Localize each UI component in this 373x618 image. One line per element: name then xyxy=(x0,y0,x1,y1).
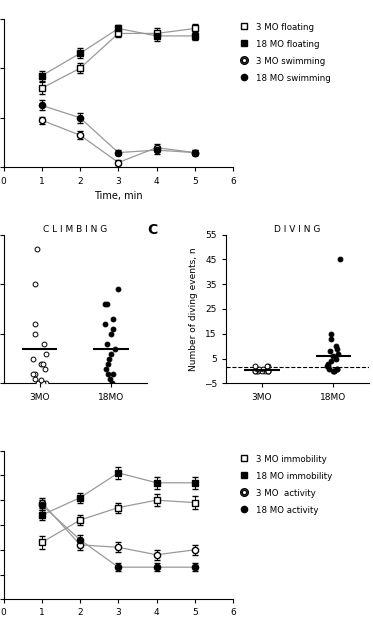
Point xyxy=(328,334,334,344)
Point xyxy=(265,366,271,376)
Point xyxy=(333,341,339,351)
X-axis label: Time, min: Time, min xyxy=(94,191,142,201)
Point xyxy=(108,349,114,358)
Point xyxy=(328,356,334,366)
Point xyxy=(104,339,110,349)
Point xyxy=(109,379,115,389)
Point xyxy=(330,366,336,376)
Point xyxy=(110,324,116,334)
Point xyxy=(34,245,40,255)
Point xyxy=(326,363,332,373)
Point xyxy=(331,366,337,376)
Point xyxy=(103,363,109,373)
Point xyxy=(259,366,265,376)
Point xyxy=(325,361,331,371)
Point xyxy=(42,363,48,373)
Point xyxy=(105,358,111,368)
Point xyxy=(30,353,36,363)
Point xyxy=(331,366,337,376)
Point xyxy=(43,379,49,389)
Point xyxy=(260,363,266,373)
Point xyxy=(110,368,116,378)
Point xyxy=(334,344,340,353)
Point xyxy=(335,349,341,358)
Point xyxy=(112,344,118,353)
Point xyxy=(102,319,108,329)
Point xyxy=(32,319,38,329)
Point xyxy=(324,361,330,371)
Point xyxy=(110,314,116,324)
Point xyxy=(256,366,261,376)
Point xyxy=(41,339,47,349)
Point xyxy=(252,366,258,376)
Text: C: C xyxy=(147,222,157,237)
Point xyxy=(252,361,258,371)
Point xyxy=(265,361,271,371)
Point xyxy=(265,366,271,376)
Point xyxy=(104,299,110,309)
Point xyxy=(106,353,112,363)
Legend: 3 MO floating, 18 MO floating, 3 MO swimming, 18 MO swimming: 3 MO floating, 18 MO floating, 3 MO swim… xyxy=(235,19,335,87)
Point xyxy=(40,379,46,389)
Point xyxy=(32,368,38,378)
Title: C L I M B I N G: C L I M B I N G xyxy=(43,225,107,234)
Point xyxy=(254,366,260,376)
Point xyxy=(102,299,108,309)
Point xyxy=(256,363,261,373)
Point xyxy=(109,329,115,339)
Point xyxy=(333,353,339,363)
Point xyxy=(325,358,331,368)
Point xyxy=(40,358,46,368)
Title: D I V I N G: D I V I N G xyxy=(275,225,321,234)
Point xyxy=(38,358,44,368)
Point xyxy=(264,361,270,371)
Point xyxy=(32,329,38,339)
Point xyxy=(327,346,333,356)
Point xyxy=(30,368,36,378)
Point xyxy=(43,349,49,358)
Point xyxy=(328,329,334,339)
Point xyxy=(330,351,336,361)
Point xyxy=(32,373,38,383)
Point xyxy=(107,373,113,383)
Y-axis label: Number of diving events, n: Number of diving events, n xyxy=(189,247,198,371)
Point xyxy=(32,279,38,289)
Point xyxy=(264,366,270,376)
Point xyxy=(254,363,260,373)
Legend: 3 MO immobility, 18 MO immobility, 3 MO  activity, 18 MO activity: 3 MO immobility, 18 MO immobility, 3 MO … xyxy=(235,451,336,519)
Point xyxy=(35,379,41,389)
Point xyxy=(337,255,343,265)
Point xyxy=(334,363,340,373)
Point xyxy=(252,366,258,376)
Point xyxy=(115,284,120,294)
Point xyxy=(105,368,111,378)
Point xyxy=(334,363,340,373)
Point xyxy=(262,366,268,376)
Point xyxy=(38,376,44,386)
